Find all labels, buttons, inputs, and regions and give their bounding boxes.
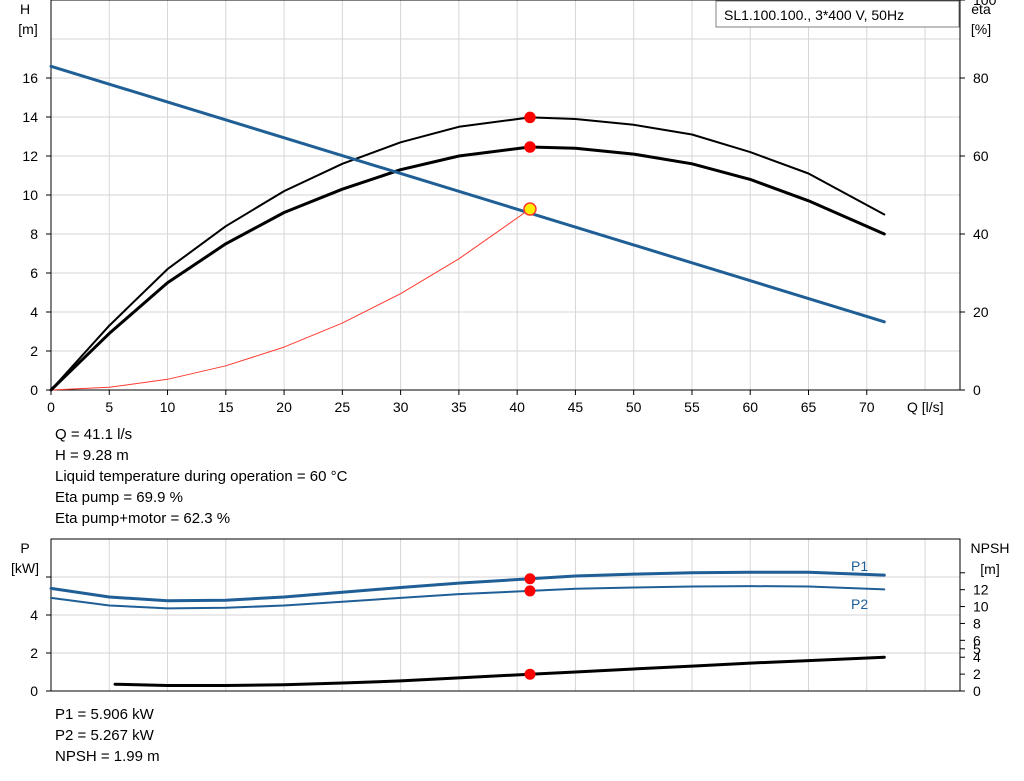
x-tick-label: 50 — [626, 399, 642, 415]
npsh-tick-label: 2 — [973, 666, 981, 682]
power-tick-label: 2 — [30, 645, 38, 661]
head-tick-label: 0 — [30, 382, 38, 398]
operating-point-marker — [524, 141, 536, 153]
npsh-tick-label: 4 — [973, 649, 981, 665]
x-tick-label: 55 — [684, 399, 700, 415]
power-axis-unit: [kW] — [11, 560, 39, 576]
x-tick-label: 45 — [568, 399, 584, 415]
info-head: H = 9.28 m — [55, 447, 129, 464]
x-axis-ticks: 0 5 10 15 20 25 30 35 40 45 50 55 60 65 70 — [47, 390, 875, 415]
head-tick-label: 6 — [30, 265, 38, 281]
info-p1: P1 = 5.906 kW — [55, 706, 154, 723]
head-tick-label: 8 — [30, 226, 38, 242]
performance-chart: 0 5 10 15 20 25 30 35 40 45 50 55 60 65 70 0 2 4 6 8 10 12 14… — [18, 0, 997, 415]
x-tick-label: 5 — [105, 399, 113, 415]
npsh-tick-label: 12 — [973, 582, 989, 598]
npsh-tick-label: 10 — [973, 599, 989, 615]
eta-tick-label: 80 — [973, 70, 989, 86]
power-axis-label: P — [20, 540, 29, 556]
x-tick-label: 20 — [276, 399, 292, 415]
head-axis-label: H — [20, 1, 30, 17]
bottom-grid — [50, 538, 960, 692]
info-eta-pump-motor: Eta pump+motor = 62.3 % — [55, 510, 231, 527]
eta-tick-label: 100 — [973, 0, 997, 8]
npsh-tick-label: 6 — [973, 632, 981, 648]
power-tick-label: 4 — [30, 607, 38, 623]
head-axis-unit: [m] — [18, 21, 37, 37]
legend-p2: P2 — [851, 596, 868, 612]
info-liquid-temp: Liquid temperature during operation = 60… — [55, 468, 348, 485]
x-tick-label: 30 — [393, 399, 409, 415]
bottom-markers — [524, 573, 536, 680]
eta-tick-label: 20 — [973, 304, 989, 320]
p1-curve — [49, 570, 886, 603]
duty-point-marker — [523, 202, 537, 216]
model-label: SL1.100.100., 3*400 V, 50Hz — [724, 7, 904, 23]
head-curve — [49, 64, 886, 324]
power-axis-ticks: 0 2 4 — [30, 576, 51, 699]
x-tick-label: 40 — [509, 399, 525, 415]
bottom-series — [49, 570, 886, 687]
operating-point-marker — [524, 573, 536, 585]
top-series — [49, 64, 886, 392]
eta-tick-label: 0 — [973, 382, 981, 398]
head-tick-label: 2 — [30, 343, 38, 359]
head-tick-label: 12 — [22, 148, 38, 164]
power-info: P1 = 5.906 kW P2 = 5.267 kW NPSH = 1.99 … — [55, 704, 160, 767]
head-tick-label: 16 — [22, 70, 38, 86]
x-tick-label: 15 — [218, 399, 234, 415]
eta-pump-curve — [50, 116, 886, 391]
info-npsh: NPSH = 1.99 m — [55, 748, 160, 765]
head-tick-label: 14 — [22, 109, 38, 125]
eta-axis-ticks: 0 20 40 60 80 100 — [960, 0, 997, 398]
eta-tick-label: 40 — [973, 226, 989, 242]
p2-curve — [50, 585, 886, 610]
info-flow: Q = 41.1 l/s — [55, 426, 133, 443]
x-tick-label: 0 — [47, 399, 55, 415]
npsh-axis-unit: [m] — [980, 561, 999, 577]
legend-p1: P1 — [851, 558, 868, 574]
npsh-tick-label: 5 — [973, 641, 981, 657]
x-tick-label: 60 — [742, 399, 758, 415]
x-tick-label: 25 — [335, 399, 351, 415]
info-p2: P2 = 5.267 kW — [55, 727, 154, 744]
eta-tick-label: 60 — [973, 148, 989, 164]
operating-point-info: Q = 41.1 l/s H = 9.28 m Liquid temperatu… — [55, 424, 347, 529]
head-axis-ticks: 0 2 4 6 8 10 12 14 16 — [22, 70, 51, 398]
x-axis-label: Q [l/s] — [907, 399, 944, 415]
top-grid — [50, 0, 960, 391]
npsh-tick-label: 0 — [973, 683, 981, 699]
x-tick-label: 10 — [160, 399, 176, 415]
top-markers — [523, 111, 537, 216]
npsh-axis-label: NPSH — [971, 540, 1010, 556]
x-tick-label: 35 — [451, 399, 467, 415]
npsh-curve — [113, 655, 886, 687]
head-tick-label: 4 — [30, 304, 38, 320]
info-eta-pump: Eta pump = 69.9 % — [55, 489, 183, 506]
head-tick-label: 10 — [22, 187, 38, 203]
system-curve-curve — [50, 208, 531, 391]
operating-point-marker — [524, 668, 536, 680]
x-tick-label: 70 — [859, 399, 875, 415]
power-tick-label: 0 — [30, 683, 38, 699]
model-label-box — [715, 0, 960, 28]
operating-point-marker — [524, 111, 536, 124]
x-tick-label: 65 — [801, 399, 817, 415]
eta-pump-motor-curve — [49, 145, 886, 392]
npsh-tick-label: 8 — [973, 615, 981, 631]
operating-point-marker — [524, 585, 536, 597]
eta-axis-label: eta — [971, 1, 991, 17]
eta-axis-unit: [%] — [971, 21, 991, 37]
